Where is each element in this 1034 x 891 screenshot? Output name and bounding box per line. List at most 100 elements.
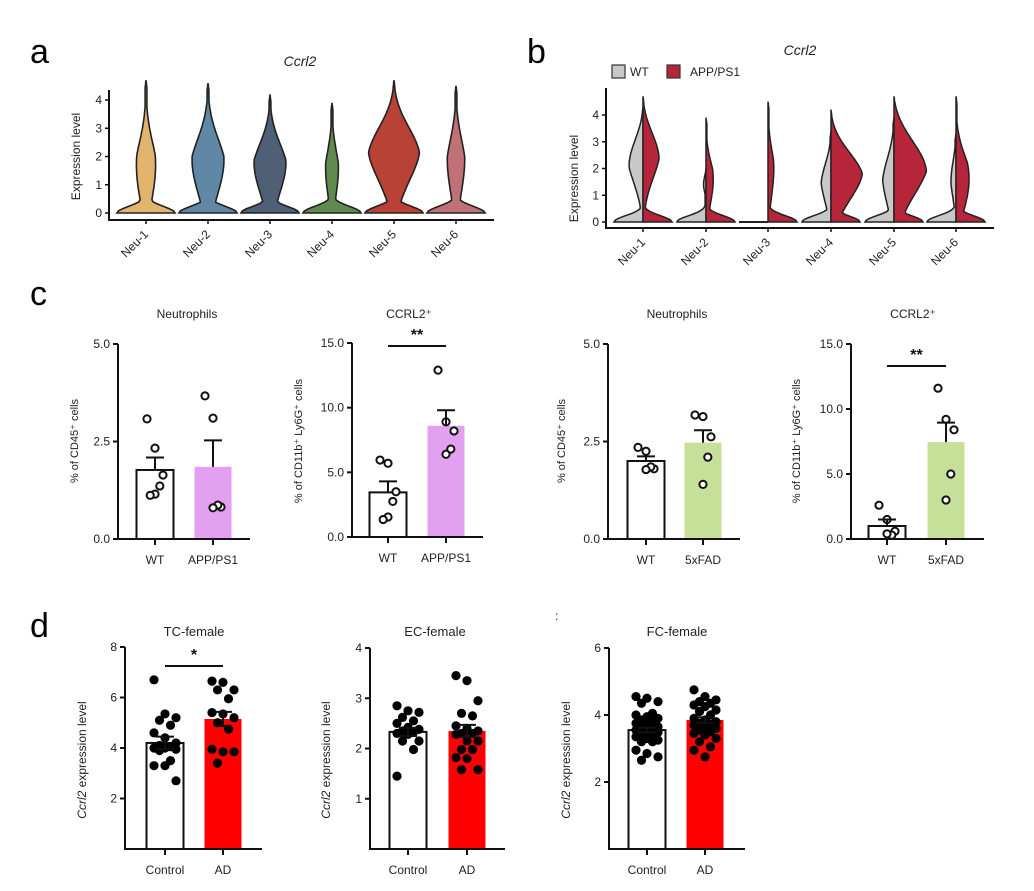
data-point bbox=[636, 737, 647, 747]
data-point bbox=[392, 718, 402, 728]
y-tick-label: 6 bbox=[110, 691, 117, 705]
y-axis-label-gene: Ccrl2 bbox=[75, 790, 89, 818]
violin-half-app-ps1-neu-6 bbox=[955, 96, 987, 223]
data-point bbox=[473, 736, 483, 746]
data-point bbox=[408, 716, 419, 726]
x-tick-label: Neu-2 bbox=[180, 227, 213, 260]
data-point bbox=[149, 728, 159, 738]
data-point bbox=[142, 414, 152, 424]
violin-half-wt-neu-4 bbox=[800, 131, 832, 223]
x-tick-label: Neu-3 bbox=[740, 235, 773, 268]
data-point bbox=[160, 761, 170, 771]
x-tick-label: WT bbox=[637, 553, 656, 567]
data-point bbox=[689, 728, 699, 739]
y-tick-label: 0.0 bbox=[327, 530, 344, 544]
panel-c1-bar-chart: Neutrophils % of CD45⁺ cells 0.0 2.5 5.0 WT AP… bbox=[69, 307, 250, 567]
panel-d1-bar-chart: TC-female Ccrl2 expression level 2 4 6 8 Contr… bbox=[75, 624, 262, 877]
x-tick-label: Neu-1 bbox=[615, 235, 648, 268]
data-point bbox=[882, 529, 892, 539]
y-tick-label: 2 bbox=[110, 792, 117, 806]
y-tick-label: 2 bbox=[592, 162, 599, 176]
y-axis-label-rest: expression level bbox=[319, 701, 333, 790]
data-point bbox=[694, 737, 705, 747]
bar-ad bbox=[448, 730, 486, 849]
y-axis-label: % of CD11b⁺ Ly6G⁺ cells bbox=[791, 378, 803, 503]
data-point bbox=[456, 744, 467, 755]
y-tick-label: 8 bbox=[110, 640, 117, 654]
violin-neu-6 bbox=[425, 85, 487, 214]
x-tick-label: Control bbox=[628, 863, 667, 877]
data-point bbox=[200, 391, 210, 401]
violin-half-wt-neu-2 bbox=[675, 168, 707, 223]
y-tick-label: 0.0 bbox=[826, 532, 843, 546]
data-point bbox=[462, 676, 472, 686]
y-tick-label: 5.0 bbox=[583, 337, 600, 351]
y-tick-label: 4 bbox=[592, 108, 599, 122]
y-tick-label: 0.0 bbox=[93, 532, 110, 546]
chart-title: EC-female bbox=[404, 624, 465, 639]
y-tick-label: 1 bbox=[592, 188, 599, 202]
y-axis-label: Expression level bbox=[567, 135, 581, 222]
y-tick-label: 5.0 bbox=[826, 467, 843, 481]
panel-c3-bar-chart: Neutrophils % of CD45⁺ cells 0.0 2.5 5.0 WT 5x… bbox=[556, 307, 740, 567]
x-tick-label: WT bbox=[379, 551, 398, 565]
data-point bbox=[946, 469, 956, 479]
data-point bbox=[212, 758, 223, 768]
data-point bbox=[154, 745, 165, 756]
y-tick-label: 1 bbox=[95, 178, 102, 192]
y-tick-label: 6 bbox=[594, 641, 601, 655]
data-point bbox=[694, 707, 705, 717]
panel-d2-bar-chart: EC-female Ccrl2 expression level 1 2 3 4 Contr… bbox=[319, 624, 505, 877]
data-point bbox=[933, 383, 943, 393]
y-axis-label: Ccrl2 expression level bbox=[559, 701, 573, 818]
bar-5xfad bbox=[684, 442, 722, 539]
x-tick-label: Neu-4 bbox=[304, 227, 337, 260]
violin-half-app-ps1-neu-5 bbox=[893, 96, 928, 223]
data-point bbox=[208, 413, 218, 423]
legend-swatch-app-ps1 bbox=[666, 64, 681, 79]
legend-swatch-wt bbox=[611, 64, 626, 79]
chart-title: FC-female bbox=[647, 624, 708, 639]
axes bbox=[369, 648, 505, 850]
significance-marker: ** bbox=[411, 327, 424, 344]
data-point bbox=[229, 747, 239, 757]
data-point bbox=[689, 700, 699, 710]
data-point bbox=[636, 698, 647, 708]
y-tick-label: 15.0 bbox=[321, 336, 345, 350]
x-tick-label: Neu-5 bbox=[866, 235, 899, 268]
data-point bbox=[218, 747, 228, 757]
data-point bbox=[462, 736, 472, 746]
data-point bbox=[456, 708, 467, 718]
data-point bbox=[383, 458, 393, 468]
data-point bbox=[150, 443, 160, 453]
y-tick-label: 15.0 bbox=[820, 337, 844, 351]
data-point bbox=[631, 745, 641, 755]
data-point bbox=[149, 761, 159, 771]
data-point bbox=[165, 720, 176, 730]
data-point bbox=[403, 706, 413, 716]
x-tick-label: APP/PS1 bbox=[421, 551, 471, 565]
data-point bbox=[408, 744, 419, 755]
chart-title: CCRL2⁺ bbox=[890, 307, 936, 321]
violin-half-app-ps1-neu-3 bbox=[767, 101, 799, 223]
data-point bbox=[392, 701, 402, 711]
panel-d3-bar-chart: FC-female Ccrl2 expression level 2 4 6 Contro… bbox=[559, 624, 745, 877]
data-point bbox=[449, 426, 459, 436]
data-point bbox=[941, 495, 951, 505]
significance-marker: ** bbox=[910, 347, 923, 364]
data-point bbox=[456, 765, 467, 775]
violin-half-wt-neu-5 bbox=[863, 117, 895, 223]
violin-half-app-ps1-neu-2 bbox=[705, 117, 737, 223]
x-tick-label: AD bbox=[697, 863, 714, 877]
chart-title: Neutrophils bbox=[647, 307, 708, 321]
y-tick-label: 2 bbox=[594, 775, 601, 789]
data-point bbox=[689, 745, 699, 755]
data-point bbox=[636, 755, 647, 765]
bar-5xfad bbox=[927, 442, 965, 539]
data-point bbox=[154, 715, 165, 725]
panel-c2-bar-chart: CCRL2⁺ % of CD11b⁺ Ly6G⁺ cells 0.0 5.0 10.0 1… bbox=[293, 307, 483, 565]
data-point bbox=[653, 752, 663, 762]
bar-control bbox=[388, 730, 428, 850]
y-axis-label: % of CD11b⁺ Ly6G⁺ cells bbox=[293, 378, 305, 503]
x-tick-label: Neu-6 bbox=[428, 227, 461, 260]
